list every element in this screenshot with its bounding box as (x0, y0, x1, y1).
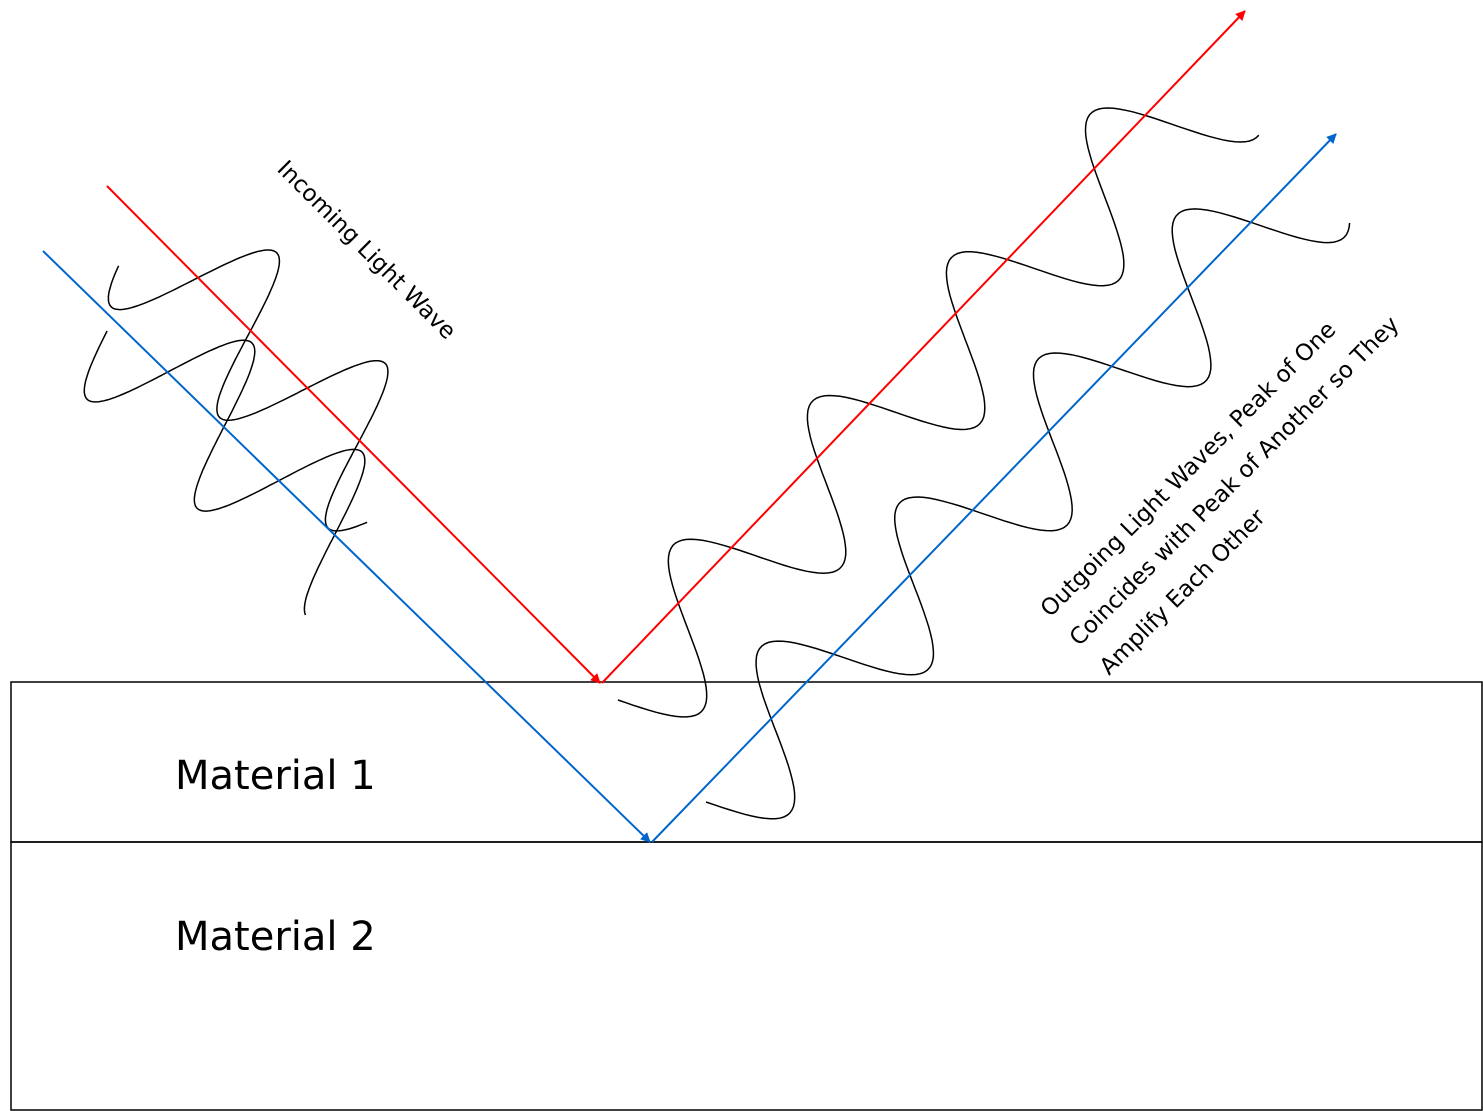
material-2-label: Material 2 (175, 914, 376, 960)
incident-ray-blue (42, 250, 651, 843)
reflected-ray-blue (651, 133, 1337, 843)
material-2-layer (10, 841, 1483, 1111)
outgoing-light-waves-label: Outgoing Light Waves, Peak of One Coinci… (1036, 312, 1405, 681)
incoming-wave-red (107, 249, 389, 532)
material-layers (10, 681, 1483, 1111)
reflected-ray-red (601, 10, 1246, 684)
wave-group (83, 107, 1351, 820)
incoming-wave-blue (83, 330, 366, 616)
material-1-label: Material 1 (175, 753, 376, 799)
incoming-light-wave-label: Incoming Light Wave (272, 156, 461, 345)
outgoing-wave-blue (705, 208, 1351, 820)
rays (42, 10, 1337, 843)
incident-ray-red (106, 185, 601, 684)
outgoing-wave-red (617, 107, 1260, 718)
